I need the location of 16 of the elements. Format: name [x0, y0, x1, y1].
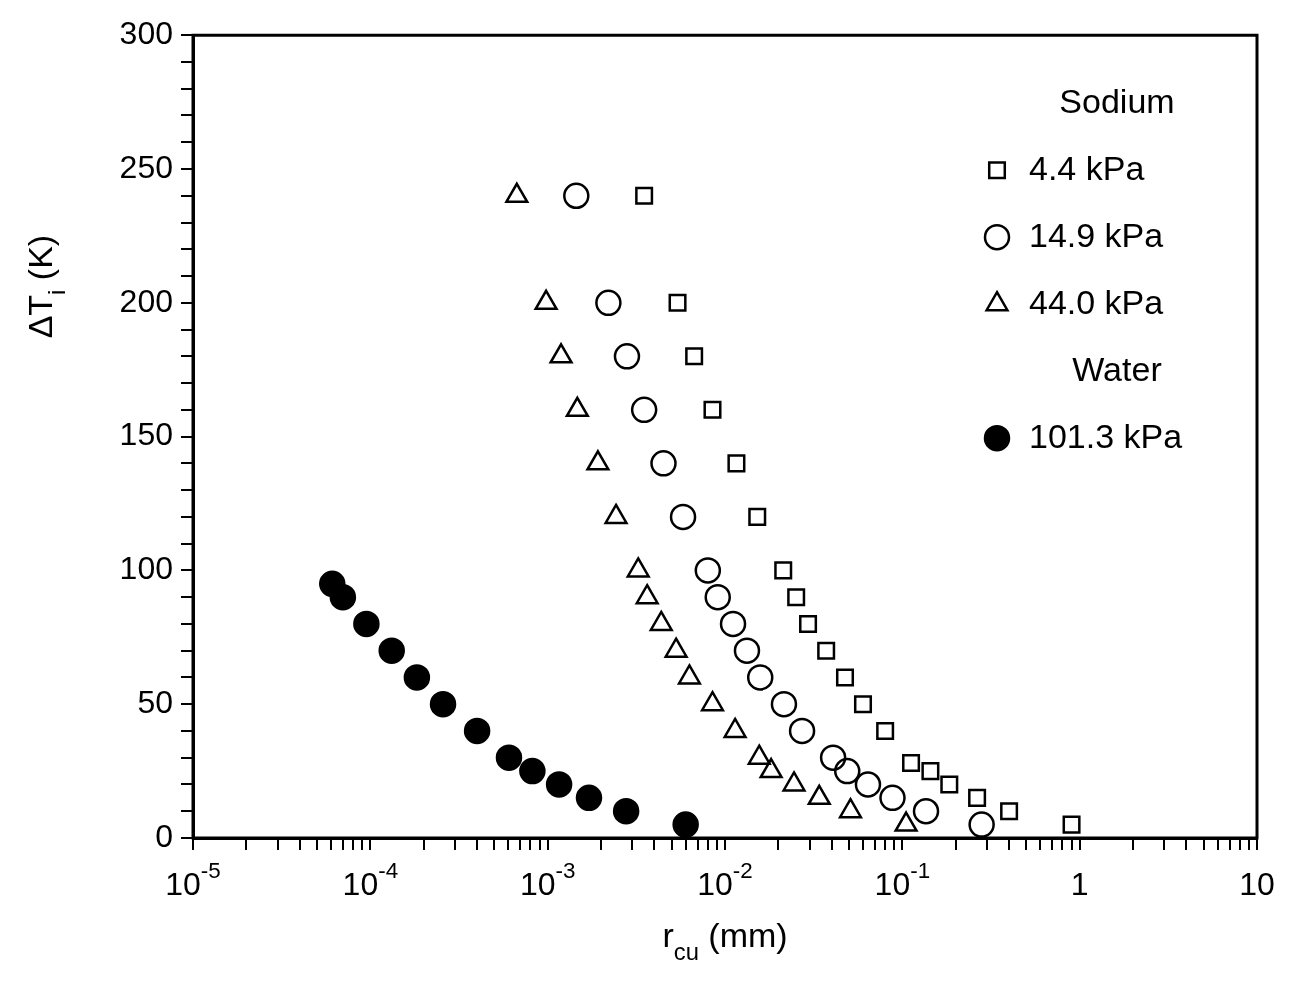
- x-tick-label: 1: [1070, 865, 1089, 902]
- y-tick-label: 50: [137, 684, 173, 721]
- y-tick-label: 100: [119, 550, 173, 587]
- x-tick-label: 10: [1239, 865, 1275, 902]
- y-tick-label: 300: [119, 15, 173, 52]
- y-tick-label: 150: [119, 416, 173, 453]
- legend-label: 4.4 kPa: [1029, 148, 1145, 187]
- y-tick-label: 0: [155, 817, 173, 854]
- legend-label: 101.3 kPa: [1029, 416, 1183, 455]
- legend-label: 14.9 kPa: [1029, 215, 1164, 254]
- y-tick-label: 250: [119, 148, 173, 185]
- y-tick-label: 200: [119, 282, 173, 319]
- legend-title: Sodium: [1059, 81, 1175, 120]
- y-axis-title: ΔTi (K): [21, 234, 70, 339]
- legend-label: 44.0 kPa: [1029, 282, 1164, 321]
- annotation: Water: [1072, 349, 1162, 388]
